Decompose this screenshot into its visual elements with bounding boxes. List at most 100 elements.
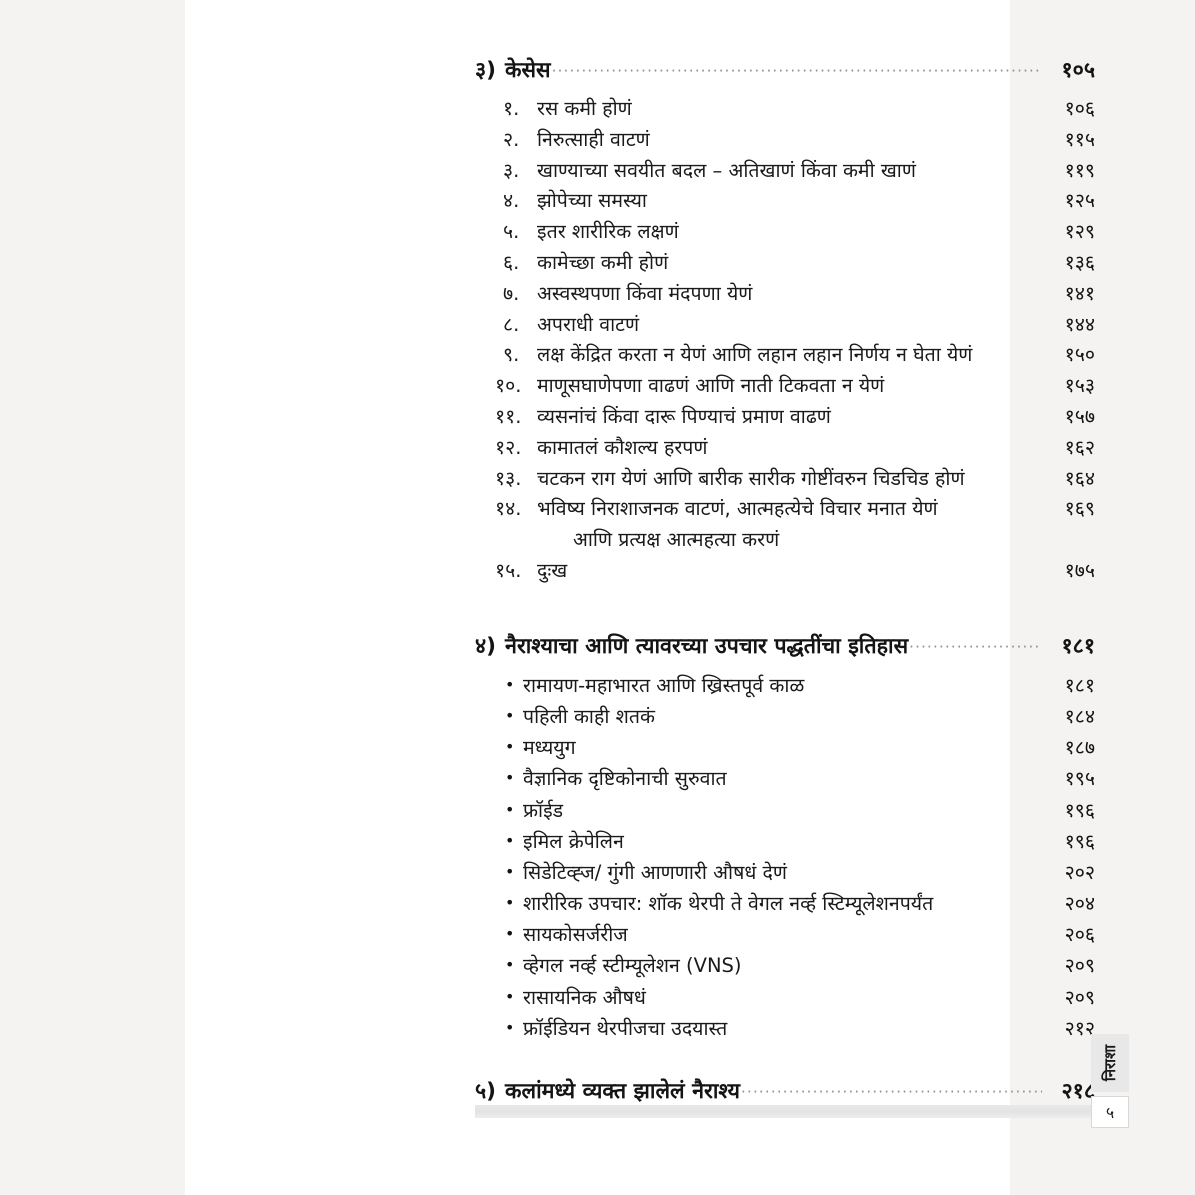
entry-number: १२. bbox=[495, 435, 522, 459]
toc-entry[interactable]: • फ्रॉईड १९६ bbox=[475, 795, 1095, 826]
entry-number: ११. bbox=[495, 404, 522, 428]
bullet-icon: • bbox=[505, 705, 515, 725]
section-heading-3[interactable]: ३) केसेस ·······························… bbox=[475, 55, 1095, 84]
entry-page-number: १६२ bbox=[1064, 435, 1095, 459]
entry-label: इमिल क्रेपेलिन bbox=[523, 829, 624, 853]
entry-page-number: २०२ bbox=[1064, 860, 1095, 884]
entry-label-line1: भविष्य निराशाजनक वाटणं, आत्महत्येचे विचा… bbox=[537, 497, 938, 521]
section-heading-5[interactable]: ५) कलांमध्ये व्यक्त झालेलं नैराश्य ·····… bbox=[475, 1076, 1095, 1105]
entry-number: १४. bbox=[495, 497, 522, 521]
toc-entry[interactable]: १४. भविष्य निराशाजनक वाटणं, आत्महत्येचे … bbox=[475, 494, 1095, 556]
bullet-icon: • bbox=[505, 893, 515, 913]
spacer bbox=[475, 84, 1095, 94]
bullet-icon: • bbox=[505, 799, 515, 819]
bullet-icon: • bbox=[505, 861, 515, 881]
entry-page-number: ११५ bbox=[1064, 127, 1095, 151]
toc-entry[interactable]: ७. अस्वस्थपणा किंवा मंदपणा येणं १४१ bbox=[475, 279, 1095, 310]
toc-entry[interactable]: ४. झोपेच्या समस्या १२५ bbox=[475, 186, 1095, 217]
entry-label: खाण्याच्या सवयीत बदल – अतिखाणं किंवा कमी… bbox=[537, 158, 916, 182]
section-title: कलांमध्ये व्यक्त झालेलं नैराश्य bbox=[505, 1079, 741, 1104]
entry-label: अपराधी वाटणं bbox=[537, 312, 640, 336]
toc-entry[interactable]: • मध्ययुग १८७ bbox=[475, 732, 1095, 763]
section-page-number: १०५ bbox=[1061, 58, 1095, 83]
entry-number: ६. bbox=[503, 250, 520, 274]
section-title: नैराश्याचा आणि त्यावरच्या उपचार पद्धतींच… bbox=[505, 633, 909, 659]
entry-label: सिडेटिव्ह्ज/ गुंगी आणणारी औषधं देणं bbox=[523, 860, 787, 884]
section-number: ५) bbox=[475, 1079, 497, 1104]
page-folio-number: ५ bbox=[1105, 1103, 1115, 1122]
toc-entry[interactable]: • पहिली काही शतकं १८४ bbox=[475, 701, 1095, 732]
entry-label: इतर शारीरिक लक्षणं bbox=[537, 220, 679, 244]
entry-page-number: २०६ bbox=[1064, 923, 1095, 947]
bullet-icon: • bbox=[505, 924, 515, 944]
entry-page-number: १६४ bbox=[1064, 466, 1095, 490]
leader-dots: ········································… bbox=[551, 62, 1042, 80]
entry-page-number: २०४ bbox=[1064, 892, 1095, 916]
toc-entry[interactable]: • वैज्ञानिक दृष्टिकोनाची सुरुवात १९५ bbox=[475, 763, 1095, 794]
toc-entry[interactable]: • रामायण-महाभारत आणि ख्रिस्तपूर्व काळ १८… bbox=[475, 670, 1095, 701]
section-heading-4[interactable]: ४) नैराश्याचा आणि त्यावरच्या उपचार पद्धत… bbox=[475, 631, 1095, 660]
entry-label: झोपेच्या समस्या bbox=[537, 189, 647, 213]
entry-number: ४. bbox=[503, 189, 520, 213]
entry-page-number: ११९ bbox=[1064, 158, 1095, 182]
entry-label: फ्रॉईडियन थेरपीजचा उदयास्त bbox=[523, 1016, 728, 1040]
toc-entry[interactable]: • सायकोसर्जरीज २०६ bbox=[475, 919, 1095, 950]
entry-number: ३. bbox=[503, 158, 520, 182]
toc-entry[interactable]: • फ्रॉईडियन थेरपीजचा उदयास्त २१२ bbox=[475, 1013, 1095, 1044]
entry-label-line2: आणि प्रत्यक्ष आत्महत्या करणं bbox=[573, 528, 780, 552]
entry-page-number: १९६ bbox=[1064, 798, 1095, 822]
footer-rule bbox=[475, 1105, 1100, 1118]
toc-entry[interactable]: ९. लक्ष केंद्रित करता न येणं आणि लहान लह… bbox=[475, 340, 1095, 371]
entry-page-number: १०६ bbox=[1064, 97, 1095, 120]
section-title: केसेस bbox=[505, 58, 551, 83]
entry-page-number: १२९ bbox=[1064, 220, 1095, 244]
bullet-icon: • bbox=[505, 737, 515, 757]
toc-entry[interactable]: १२. कामातलं कौशल्य हरपणं १६२ bbox=[475, 433, 1095, 464]
toc-entry[interactable]: ३. खाण्याच्या सवयीत बदल – अतिखाणं किंवा … bbox=[475, 156, 1095, 187]
toc-entry[interactable]: १५. दुःख १७५ bbox=[475, 556, 1095, 587]
toc-entry[interactable]: १. रस कमी होणं १०६ bbox=[475, 94, 1095, 125]
entry-page-number: १८७ bbox=[1064, 736, 1095, 760]
toc-entry[interactable]: • शारीरिक उपचार: शॉक थेरपी ते वेगल नर्व्… bbox=[475, 888, 1095, 919]
entry-label: दुःख bbox=[537, 558, 568, 582]
entry-number: १०. bbox=[495, 374, 522, 398]
toc-entry[interactable]: १०. माणूसघाणेपणा वाढणं आणि नाती टिकवता न… bbox=[475, 371, 1095, 402]
toc-entry[interactable]: ५. इतर शारीरिक लक्षणं १२९ bbox=[475, 217, 1095, 248]
toc-entry[interactable]: ८. अपराधी वाटणं १४४ bbox=[475, 310, 1095, 341]
section-3-entry-list: १. रस कमी होणं १०६ २. निरुत्साही वाटणं १… bbox=[475, 94, 1095, 587]
entry-page-number: १४१ bbox=[1064, 281, 1095, 305]
toc-entry[interactable]: • व्हेगल नर्व्ह स्टीम्यूलेशन (VNS) २०९ bbox=[475, 950, 1095, 981]
entry-label: रस कमी होणं bbox=[537, 97, 632, 120]
entry-page-number: १५३ bbox=[1064, 374, 1095, 398]
entry-label: व्यसनांचं किंवा दारू पिण्याचं प्रमाण वाढ… bbox=[537, 404, 831, 428]
bullet-icon: • bbox=[505, 830, 515, 850]
chapter-thumb-tab[interactable]: निराशा bbox=[1091, 1034, 1129, 1092]
entry-number: १५. bbox=[495, 558, 522, 582]
entry-page-number: २०९ bbox=[1064, 985, 1095, 1009]
entry-label: चटकन राग येणं आणि बारीक सारीक गोष्टींवरु… bbox=[537, 466, 965, 490]
entry-label: कामातलं कौशल्य हरपणं bbox=[537, 435, 708, 459]
table-of-contents: ३) केसेस ·······························… bbox=[475, 55, 1095, 1105]
entry-page-number: १३६ bbox=[1064, 250, 1095, 274]
toc-entry[interactable]: • रासायनिक औषधं २०९ bbox=[475, 982, 1095, 1013]
entry-label: मध्ययुग bbox=[523, 736, 576, 760]
toc-entry[interactable]: • इमिल क्रेपेलिन १९६ bbox=[475, 826, 1095, 857]
page-folio-box: ५ bbox=[1091, 1096, 1129, 1128]
entry-label: रामायण-महाभारत आणि ख्रिस्तपूर्व काळ bbox=[523, 673, 805, 697]
leader-dots: ········································… bbox=[909, 637, 1042, 656]
toc-entry[interactable]: १३. चटकन राग येणं आणि बारीक सारीक गोष्टी… bbox=[475, 464, 1095, 495]
spacer bbox=[475, 587, 1095, 631]
toc-entry[interactable]: • सिडेटिव्ह्ज/ गुंगी आणणारी औषधं देणं २०… bbox=[475, 857, 1095, 888]
entry-page-number: १८१ bbox=[1064, 673, 1095, 697]
toc-entry[interactable]: २. निरुत्साही वाटणं ११५ bbox=[475, 125, 1095, 156]
toc-entry[interactable]: ११. व्यसनांचं किंवा दारू पिण्याचं प्रमाण… bbox=[475, 402, 1095, 433]
page-sheet: ३) केसेस ·······························… bbox=[185, 0, 1129, 1195]
entry-page-number: १९६ bbox=[1064, 829, 1095, 853]
spacer bbox=[475, 1044, 1095, 1076]
entry-label: सायकोसर्जरीज bbox=[523, 923, 628, 947]
section-4-entry-list: • रामायण-महाभारत आणि ख्रिस्तपूर्व काळ १८… bbox=[475, 670, 1095, 1044]
entry-number: १३. bbox=[495, 466, 522, 490]
toc-entry[interactable]: ६. कामेच्छा कमी होणं १३६ bbox=[475, 248, 1095, 279]
entry-page-number: १७५ bbox=[1064, 558, 1095, 582]
entry-page-number: २०९ bbox=[1064, 954, 1095, 978]
